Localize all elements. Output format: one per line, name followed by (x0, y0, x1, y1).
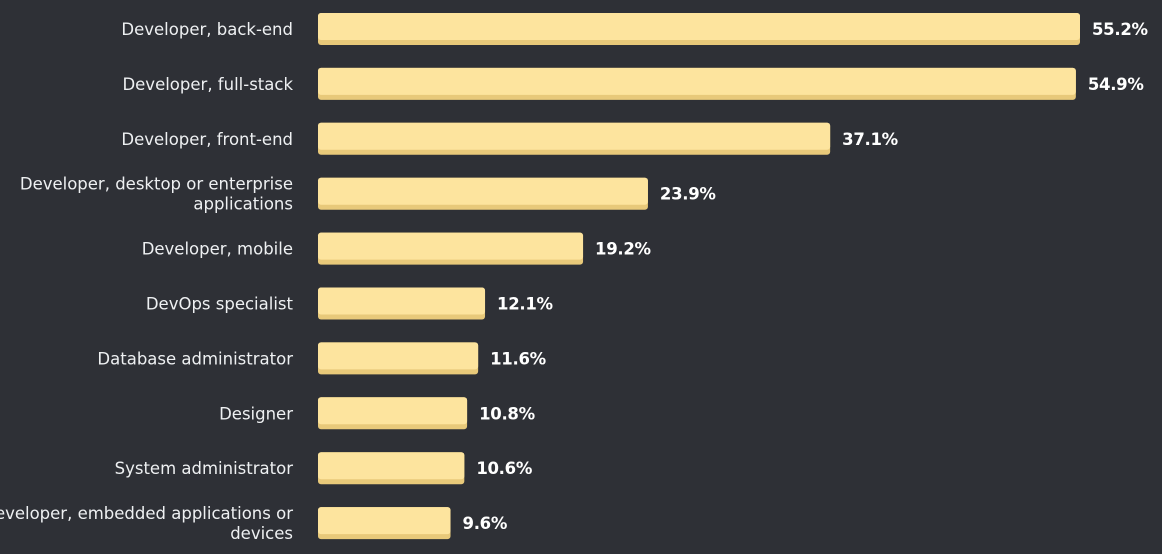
bar (318, 232, 584, 260)
value-label: 11.6% (490, 349, 547, 368)
bar (318, 13, 1080, 40)
bar (318, 452, 465, 480)
category-label-line: applications (193, 195, 293, 214)
bar (318, 507, 451, 535)
category-label-line: devices (230, 524, 293, 543)
bars-group (318, 13, 1080, 540)
category-label: Developer, full-stack (122, 75, 293, 94)
value-label: 12.1% (497, 295, 554, 314)
category-label: Developer, mobile (142, 240, 293, 259)
category-labels-group: Developer, back-end Developer, full-stack… (0, 20, 294, 543)
bar (318, 177, 648, 205)
bar (318, 342, 479, 370)
value-label: 10.6% (476, 459, 533, 478)
value-label: 19.2% (595, 240, 652, 259)
value-label: 37.1% (842, 130, 899, 149)
value-label: 55.2% (1092, 20, 1149, 39)
value-label: 54.9% (1088, 75, 1145, 94)
bar (318, 67, 1076, 95)
category-label: System administrator (115, 459, 294, 478)
category-label: Developer, front-end (121, 130, 293, 149)
value-labels-group: 55.2% 54.9% 37.1% 23.9% 19.2% 12.1% 11.6% 10.8%… (463, 20, 1149, 533)
bar (318, 122, 831, 150)
category-label: Designer (219, 404, 293, 423)
value-label: 10.8% (479, 404, 536, 423)
category-label: Developer, back-end (121, 20, 293, 39)
category-label: Developer, embedded applications or devic… (0, 504, 293, 543)
value-label: 9.6% (463, 514, 508, 533)
category-label: DevOps specialist (146, 295, 294, 314)
category-label-line: Developer, desktop or enterprise (20, 175, 293, 194)
bar (318, 287, 486, 315)
bar (318, 397, 468, 425)
category-label: Developer, desktop or enterprise applicat… (20, 175, 293, 214)
category-label-line: Developer, embedded applications or (0, 504, 293, 523)
value-label: 23.9% (660, 185, 717, 204)
category-label: Database administrator (97, 349, 293, 368)
